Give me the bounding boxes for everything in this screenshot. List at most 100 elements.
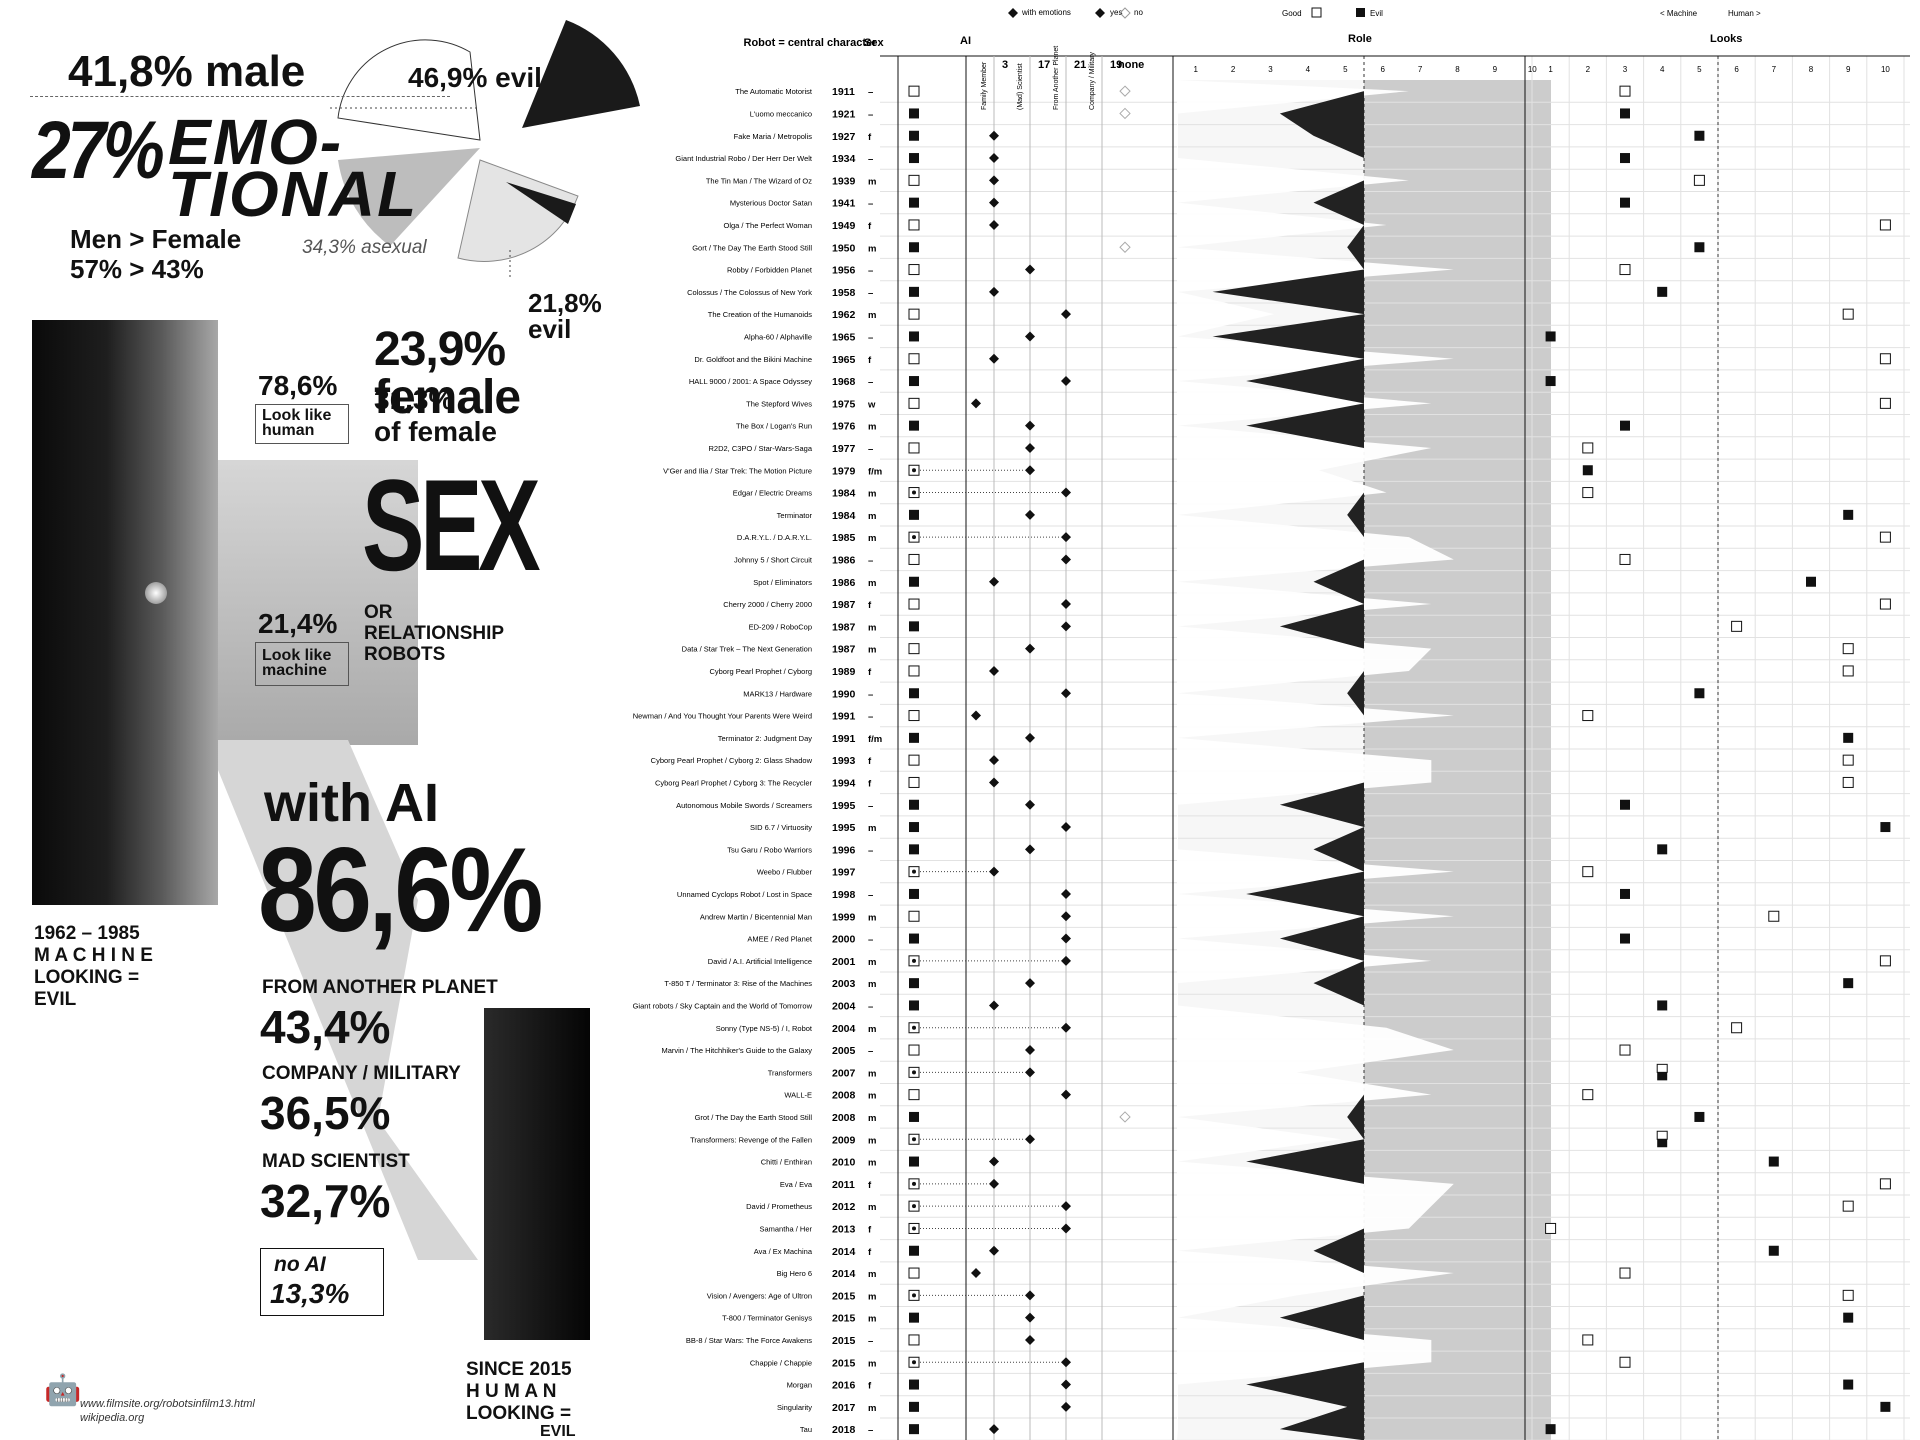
robot-sex: – [868,1336,873,1347]
since-line-2: H U M A N [466,1381,557,1402]
source-url-1[interactable]: www.filmsite.org/robotsinfilm13.html [80,1398,255,1410]
looks-scale-label: 9 [1846,65,1851,74]
ai-column-label: Company / Military [1089,52,1096,110]
robot-year: 1977 [832,443,856,455]
robot-sex: – [868,555,873,566]
robot-year: 1927 [832,131,856,143]
robot-year: 2016 [832,1380,856,1392]
evil-marker [909,688,919,699]
ai-yes-marker [989,866,999,877]
robot-sex: f/m [868,466,882,477]
robot-year: 2004 [832,1000,856,1012]
good-marker [908,1089,920,1101]
robot-name: Tau [800,1425,812,1434]
evil-marker [909,376,919,387]
looks-good-marker [1619,1356,1631,1368]
evil-marker [909,621,919,632]
sex-heading: SEX [362,452,541,598]
looks-evil-marker [1545,1424,1556,1435]
robot-sex: – [868,377,873,388]
look-human-label: Look like human [262,407,332,439]
robot-year: 1995 [832,822,856,834]
planet-label: FROM ANOTHER PLANET [262,977,498,998]
looks-good-marker [1842,308,1854,320]
looks-good-marker [1619,1044,1631,1056]
ai-yes-marker [1061,1089,1071,1100]
legend-yes: yes [1110,8,1122,17]
robot-name: David / Prometheus [746,1202,812,1211]
evil-marker [909,1312,919,1323]
evil-marker [909,799,919,810]
robot-year: 1984 [832,488,856,500]
robot-sex: – [868,689,873,700]
robot-year: 1985 [832,532,856,544]
robot-year: 2000 [832,934,856,946]
sex-header: Sex [864,37,884,49]
robot-sex: m [868,622,876,633]
robot-sex: – [868,444,873,455]
source-url-2[interactable]: wikipedia.org [80,1412,145,1424]
looks-evil-marker [1768,1245,1779,1256]
robot-sex: m [868,533,876,544]
evil-marker [909,242,919,253]
robot-year: 1979 [832,465,856,477]
robot-name: Transformers: Revenge of the Fallen [690,1135,812,1144]
good-marker [908,776,920,788]
ai-yes-marker [971,398,981,409]
robot-film-chart: The Automatic Motorist 1911 –L'uomo meccan… [633,7,1910,1440]
ai-count-label: 3 [1002,59,1008,71]
role-header: Role [1348,33,1372,45]
ai-yes-marker [1061,1022,1071,1033]
robot-name: Mysterious Doctor Satan [730,199,812,208]
ai-yes-marker [1061,1379,1071,1390]
robot-sex: – [868,288,873,299]
robot-name: Alpha-60 / Alphaville [744,332,812,341]
evil-marker [909,420,919,431]
emotional-pct: 27% [32,105,165,196]
look-human-box [255,404,349,444]
robot-name: Cyborg Pearl Prophet / Cyborg 3: The Rec… [655,778,813,787]
evil-marker [909,732,919,743]
looks-good-marker [1693,174,1705,186]
evil-marker [909,933,919,944]
robot-year: 2012 [832,1201,856,1213]
ai-yes-marker [989,197,999,208]
robot-sex: – [868,266,873,277]
legend-human: Human > [1728,9,1761,18]
robot-sex: w [867,399,876,410]
looks-evil-marker [1880,822,1891,833]
evil-marker [909,888,919,899]
ai-yes-marker [1061,911,1071,922]
good-marker [908,397,920,409]
good-marker [908,665,920,677]
robot-sex: m [868,310,876,321]
faded-photo-panel [218,460,418,745]
robot-sex: m [868,578,876,589]
ai-no-marker [1119,241,1131,253]
looks-good-marker [1582,866,1594,878]
robot-name: Marvin / The Hitchhiker's Guide to the G… [661,1046,812,1055]
robot-name: Fake Maria / Metropolis [734,132,813,141]
robot-year: 1987 [832,599,856,611]
looks-scale-label: 4 [1660,65,1665,74]
evil-marker [909,331,919,342]
evil-marker [909,1379,919,1390]
ai-header: AI [960,35,971,47]
looks-good-marker [1879,598,1891,610]
legend-evil: Evil [1370,9,1383,18]
robot-name: SID 6.7 / Virtuosity [750,823,812,832]
robot-year: 1994 [832,777,856,789]
evil-marker [909,108,919,119]
ai-yes-marker [1025,465,1035,476]
both-marker [912,535,916,540]
robot-name: Weebo / Flubber [757,868,813,877]
robot-name: Dr. Goldfoot and the Bikini Machine [694,355,812,364]
ai-yes-marker [1061,688,1071,699]
looks-evil-marker [1694,1111,1705,1122]
robot-sex: m [868,912,876,923]
role-scale-label: 3 [1268,65,1273,74]
robot-sex: f [868,1381,872,1392]
robot-sex: m [868,1202,876,1213]
looks-evil-marker [1620,888,1630,899]
robot-year: 1997 [832,867,856,879]
